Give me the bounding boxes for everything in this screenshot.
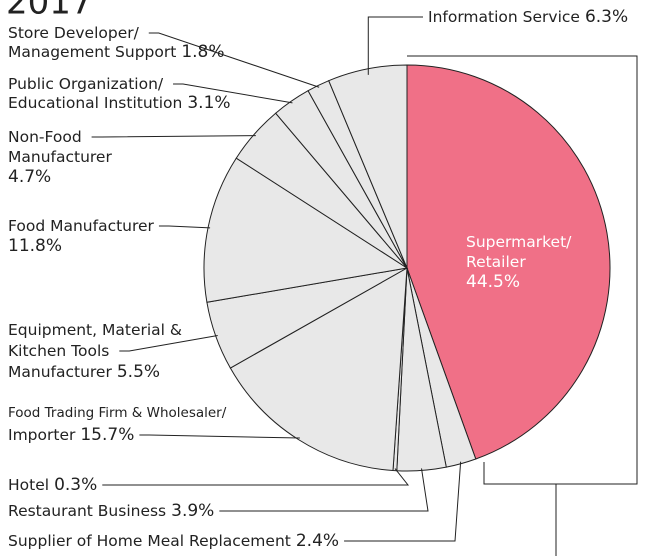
leader-line [173, 83, 293, 104]
pie-slice [406, 64, 611, 460]
value-label: 4.7% [8, 167, 51, 187]
value-label: 15.7% [80, 425, 134, 445]
leader-line [119, 334, 218, 352]
category-label: Store Developer/ Management Support [8, 24, 176, 61]
value-label: 1.8% [181, 42, 224, 62]
category-label: Supplier of Home Meal Replacement [8, 532, 291, 550]
category-label: Restaurant Business [8, 502, 166, 520]
value-label: 6.3% [585, 7, 628, 27]
pie-slice [328, 64, 408, 269]
chart-title: 2017 [6, 0, 93, 23]
category-label: Non-Food Manufacturer [8, 128, 112, 166]
category-label: Food Manufacturer [8, 217, 155, 235]
leader-line [148, 32, 320, 88]
category-label: Supermarket/ Retailer [466, 233, 576, 271]
value-label: 3.9% [171, 501, 214, 521]
category-label: Information Service [428, 8, 580, 26]
category-label: Public Organization/ Educational Institu… [8, 75, 182, 112]
value-label: 44.5% [466, 272, 520, 292]
value-label: 5.5% [117, 362, 160, 382]
leader-line [102, 468, 410, 486]
value-label: 3.1% [187, 93, 230, 113]
leader-line [158, 225, 211, 229]
value-label: 2.4% [296, 531, 339, 551]
leader-line [344, 461, 462, 542]
leader-line [367, 16, 423, 75]
value-label: 11.8% [8, 236, 62, 256]
pie-slice [229, 267, 408, 472]
leader-line [91, 135, 256, 138]
value-label: 0.3% [54, 475, 97, 495]
category-label: Equipment, Material & Kitchen Tools Manu… [8, 321, 187, 381]
category-label: Food Trading Firm & Wholesaler/ Importer [8, 405, 231, 444]
leader-line [139, 434, 300, 439]
category-label: Hotel [8, 476, 49, 494]
leader-line [219, 468, 429, 512]
highlight-box [407, 55, 638, 485]
